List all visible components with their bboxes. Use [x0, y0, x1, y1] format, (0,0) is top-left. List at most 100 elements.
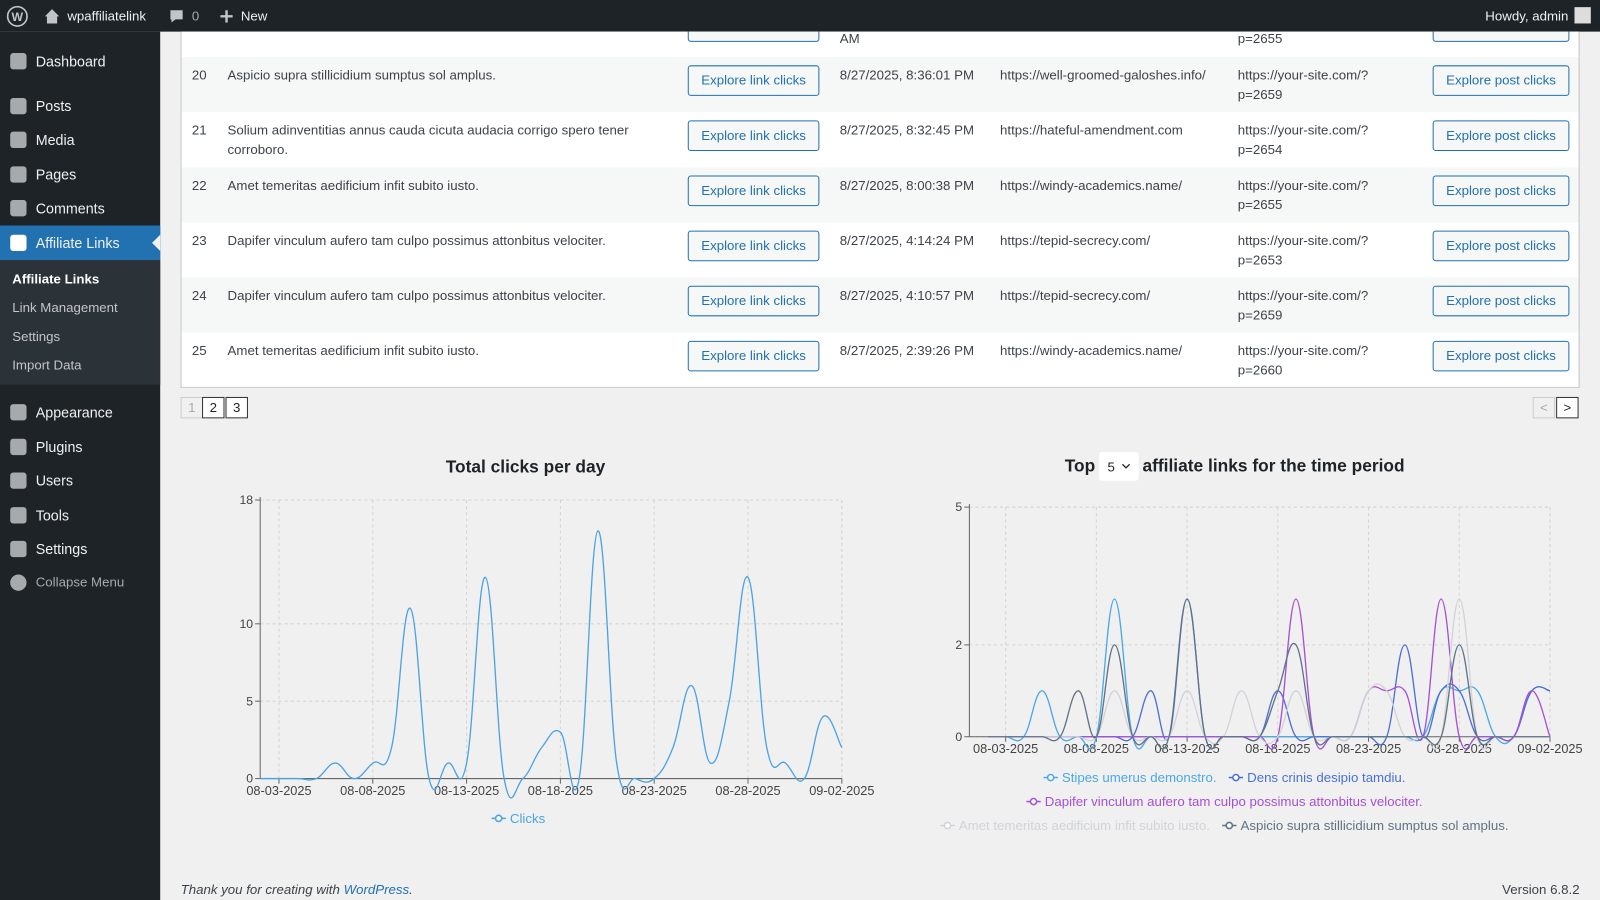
- url-cell: https://hateful-amendment.com: [999, 122, 1183, 138]
- submenu-item[interactable]: Settings: [12, 328, 61, 344]
- admin-bar: W wpaffiliatelink 0 New Howdy, admin: [0, 0, 1600, 32]
- submenu-item[interactable]: Import Data: [12, 357, 82, 373]
- y-tick-label: 5: [246, 694, 253, 708]
- menu-item[interactable]: Users: [35, 472, 74, 489]
- url-cell: https://windy-academics.name/: [999, 342, 1183, 359]
- menu-item[interactable]: Media: [35, 131, 75, 148]
- legend-symbol: [494, 814, 503, 823]
- legend-symbol: [1225, 821, 1234, 830]
- date-cell: 8/27/2025, 2:39:26 PM: [839, 342, 975, 359]
- page-button[interactable]: 3: [225, 396, 248, 419]
- explore-link-button[interactable]: Explore link clicks: [687, 285, 820, 317]
- explore-link-button[interactable]: Explore link clicks: [687, 175, 820, 207]
- table-row: 25 Amet temeritas aedificium infit subito…: [181, 332, 1579, 387]
- comment-count[interactable]: 0: [191, 8, 200, 24]
- id-cell: 21: [191, 122, 207, 138]
- explore-post-button[interactable]: Explore post clicks: [1432, 285, 1570, 317]
- x-tick-label: 08-28-2025: [1427, 741, 1492, 756]
- explore-post-button[interactable]: Explore post clicks: [1432, 230, 1570, 262]
- title-cell: Dapifer vinculum aufero tam culpo possim…: [227, 287, 606, 304]
- id-cell: 24: [191, 287, 207, 304]
- date-cell: 8/27/2025, 8:00:38 PM: [839, 177, 975, 193]
- id-cell: 22: [191, 177, 207, 193]
- menu-icon: [10, 97, 27, 115]
- explore-link-button[interactable]: Explore link clicks: [687, 120, 820, 152]
- howdy[interactable]: Howdy, admin: [1485, 8, 1569, 24]
- menu-item[interactable]: Comments: [35, 199, 105, 217]
- explore-post-button[interactable]: Explore post clicks: [1432, 340, 1570, 372]
- table-row: 20 Aspicio supra stillicidium sumptus sol…: [181, 57, 1579, 113]
- explore-post-button[interactable]: Explore post clicks: [1432, 120, 1570, 152]
- menu-icon: [10, 53, 27, 70]
- clicks-table: AM p=2655 20 Aspicio supra stillicidium sum…: [180, 31, 1580, 388]
- post-cell: p=2655: [1237, 31, 1283, 46]
- wp-logo[interactable]: W: [6, 5, 28, 27]
- menu-item[interactable]: Dashboard: [35, 53, 106, 70]
- home-icon: [44, 9, 60, 24]
- date-cell: 8/27/2025, 8:32:45 PM: [839, 122, 975, 138]
- admin-menu: Dashboard Posts Media Pages Comments Affiliat…: [0, 31, 161, 900]
- table-row: 24 Dapifer vinculum aufero tam culpo poss…: [181, 277, 1579, 333]
- post-cell: https://your-site.com/?p=2659: [1237, 287, 1369, 323]
- date-cell: 8/27/2025, 4:10:57 PM: [839, 287, 975, 304]
- title-cell: Dapifer vinculum aufero tam culpo possim…: [227, 232, 606, 248]
- series-line: [987, 598, 1551, 750]
- menu-icon: [10, 199, 27, 217]
- menu-item[interactable]: Appearance: [35, 404, 113, 421]
- footer-version: Version 6.8.2: [1502, 881, 1580, 897]
- legend-symbol: [1046, 773, 1055, 782]
- x-tick-label: 08-08-2025: [340, 783, 405, 798]
- legend-label: Stipes umerus demonstro.: [1062, 770, 1217, 785]
- post-cell: https://your-site.com/?p=2655: [1237, 177, 1369, 213]
- menu-item[interactable]: Posts: [35, 97, 72, 115]
- legend-label: Dapifer vinculum aufero tam culpo possim…: [1045, 794, 1423, 809]
- url-cell: https://tepid-secrecy.com/: [999, 232, 1151, 248]
- next-button[interactable]: >: [1556, 396, 1579, 419]
- series-line: [987, 598, 1551, 750]
- top-n-select[interactable]: 5: [1099, 452, 1139, 481]
- active-item-bg: [0, 225, 161, 261]
- post-cell: https://your-site.com/?p=2659: [1237, 67, 1369, 103]
- menu-item[interactable]: Collapse Menu: [35, 574, 125, 590]
- title-cell: Solium adinventitias annus cauda cicuta …: [227, 122, 629, 158]
- series-line: [987, 598, 1550, 750]
- table-row: 23 Dapifer vinculum aufero tam culpo poss…: [181, 222, 1579, 278]
- explore-post-button[interactable]: Explore post clicks: [1432, 175, 1570, 207]
- wordpress-link[interactable]: WordPress: [343, 881, 410, 897]
- menu-item[interactable]: Plugins: [35, 438, 83, 456]
- legend-label: Aspicio supra stillicidium sumptus sol a…: [1241, 818, 1509, 833]
- url-cell: https://windy-academics.name/: [999, 177, 1183, 193]
- avatar: [1574, 7, 1591, 24]
- select-value: 5: [1107, 458, 1115, 474]
- menu-icon: [10, 438, 27, 456]
- y-tick-label: 0: [955, 730, 962, 744]
- series-line: [987, 598, 1550, 750]
- id-cell: 25: [191, 342, 207, 359]
- explore-post-button[interactable]: Explore post clicks: [1432, 65, 1570, 96]
- explore-link-button[interactable]: Explore link clicks: [687, 340, 820, 372]
- title-prefix: Top: [1064, 456, 1096, 476]
- url-cell: https://tepid-secrecy.com/: [999, 287, 1151, 304]
- explore-link-button[interactable]: Explore link clicks: [687, 230, 820, 262]
- submenu-bg: [0, 260, 161, 385]
- explore-link-button[interactable]: Explore link clicks: [687, 65, 820, 96]
- menu-item[interactable]: Settings: [35, 540, 88, 558]
- menu-icon: [10, 404, 27, 421]
- menu-item[interactable]: Tools: [35, 507, 70, 524]
- post-cell: https://your-site.com/?p=2654: [1237, 122, 1369, 158]
- site-name[interactable]: wpaffiliatelink: [67, 8, 147, 24]
- menu-item[interactable]: Pages: [35, 166, 77, 183]
- menu-icon: [10, 574, 27, 591]
- title-cell: Aspicio supra stillicidium sumptus sol a…: [227, 67, 496, 83]
- y-tick-label: 18: [239, 493, 253, 507]
- menu-icon: [10, 507, 27, 524]
- submenu-item[interactable]: Link Management: [12, 299, 118, 316]
- chart-title: Top 5 affiliate links for the time perio…: [898, 452, 1571, 481]
- x-tick-label: 08-03-2025: [246, 783, 311, 798]
- page-button[interactable]: 2: [202, 396, 225, 419]
- menu-item[interactable]: Affiliate Links: [35, 234, 120, 252]
- submenu-item[interactable]: Affiliate Links: [12, 271, 100, 287]
- new-button[interactable]: New: [240, 8, 268, 24]
- series-line: [260, 530, 843, 799]
- legend-label: Amet temeritas aedificium infit subito i…: [959, 818, 1210, 833]
